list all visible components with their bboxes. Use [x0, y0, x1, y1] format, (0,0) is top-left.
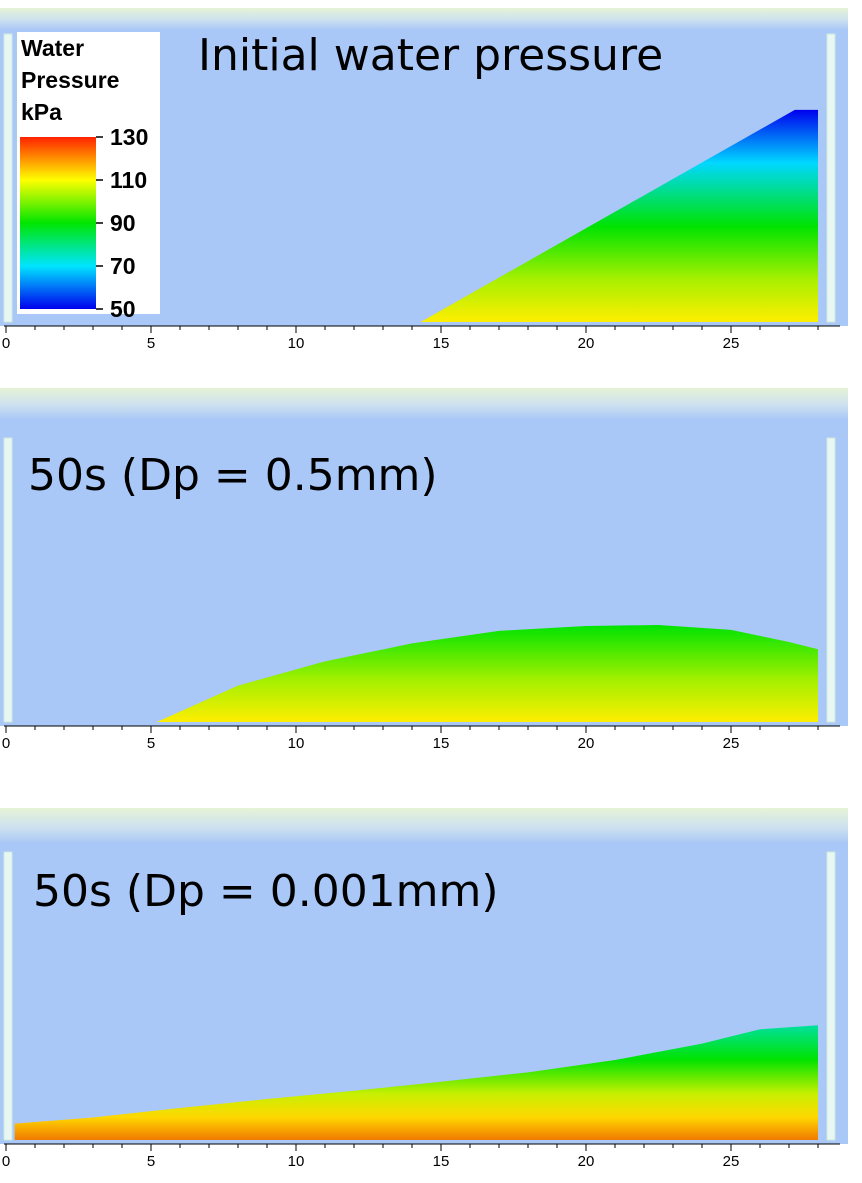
panel-dp-0-5mm: 0 5 10 15 20 25 50s (Dp = 0.5mm)	[0, 388, 848, 752]
x-tick-label: 5	[147, 1153, 155, 1170]
colorbar-tick-label: 50	[110, 296, 136, 322]
x-tick-label: 10	[288, 1153, 305, 1170]
panel-2-left-wall	[3, 437, 13, 723]
x-tick-label: 25	[723, 335, 740, 352]
x-tick-label: 15	[433, 735, 450, 752]
panel-1-title: Initial water pressure	[198, 30, 663, 81]
colorbar-tick-label: 110	[110, 167, 147, 193]
colorbar-tick-label: 90	[110, 210, 136, 236]
panel-3-right-wall	[826, 851, 836, 1141]
panel-dp-0-001mm: 0 5 10 15 20 25 50s (Dp = 0.001mm)	[0, 808, 848, 1170]
x-tick-label: 15	[433, 335, 450, 352]
x-tick-label: 20	[578, 1153, 595, 1170]
colorbar-tick-label: 70	[110, 253, 136, 279]
panel-2-title: 50s (Dp = 0.5mm)	[28, 450, 438, 501]
panel-3-left-wall	[3, 851, 13, 1141]
x-tick-label: 20	[578, 335, 595, 352]
colorbar: Water Pressure kPa 130 110 90 70 50	[17, 32, 160, 322]
colorbar-title-line-1: Water	[21, 35, 84, 61]
panel-1-x-ticks: 0 5 10 15 20 25	[2, 326, 819, 352]
colorbar-gradient	[20, 137, 96, 309]
x-tick-label: 10	[288, 735, 305, 752]
panel-2-water-region	[156, 625, 819, 722]
x-tick-label: 5	[147, 335, 155, 352]
x-tick-label: 5	[147, 735, 155, 752]
colorbar-ticks: 130 110 90 70 50	[96, 124, 148, 322]
panel-3-x-ticks: 0 5 10 15 20 25	[2, 1144, 819, 1170]
colorbar-title-line-2: Pressure	[21, 67, 119, 93]
x-tick-label: 0	[2, 1153, 10, 1170]
x-tick-label: 0	[2, 335, 10, 352]
panel-3-title: 50s (Dp = 0.001mm)	[33, 866, 499, 917]
panel-initial: 0 5 10 15 20 25 Initial water pressure Water …	[0, 8, 848, 352]
panel-2-x-ticks: 0 5 10 15 20 25	[2, 726, 819, 752]
x-tick-label: 25	[723, 735, 740, 752]
x-tick-label: 15	[433, 1153, 450, 1170]
colorbar-title-line-3: kPa	[21, 99, 62, 125]
panel-1-water-region	[420, 109, 818, 323]
panel-1-top-band	[0, 8, 848, 30]
panel-3-water-region	[14, 1025, 818, 1140]
x-tick-label: 0	[2, 735, 10, 752]
x-tick-label: 25	[723, 1153, 740, 1170]
colorbar-tick-label: 130	[110, 124, 148, 150]
panel-2-right-wall	[826, 437, 836, 723]
panel-1-left-wall	[3, 33, 13, 323]
x-tick-label: 20	[578, 735, 595, 752]
x-tick-label: 10	[288, 335, 305, 352]
panel-3-top-band	[0, 808, 848, 844]
panel-1-right-wall	[826, 33, 836, 323]
panel-2-top-band	[0, 388, 848, 420]
